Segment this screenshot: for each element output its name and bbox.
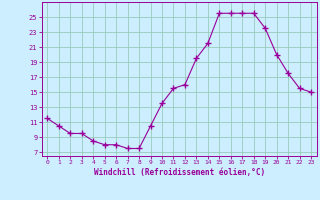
X-axis label: Windchill (Refroidissement éolien,°C): Windchill (Refroidissement éolien,°C) [94,168,265,177]
